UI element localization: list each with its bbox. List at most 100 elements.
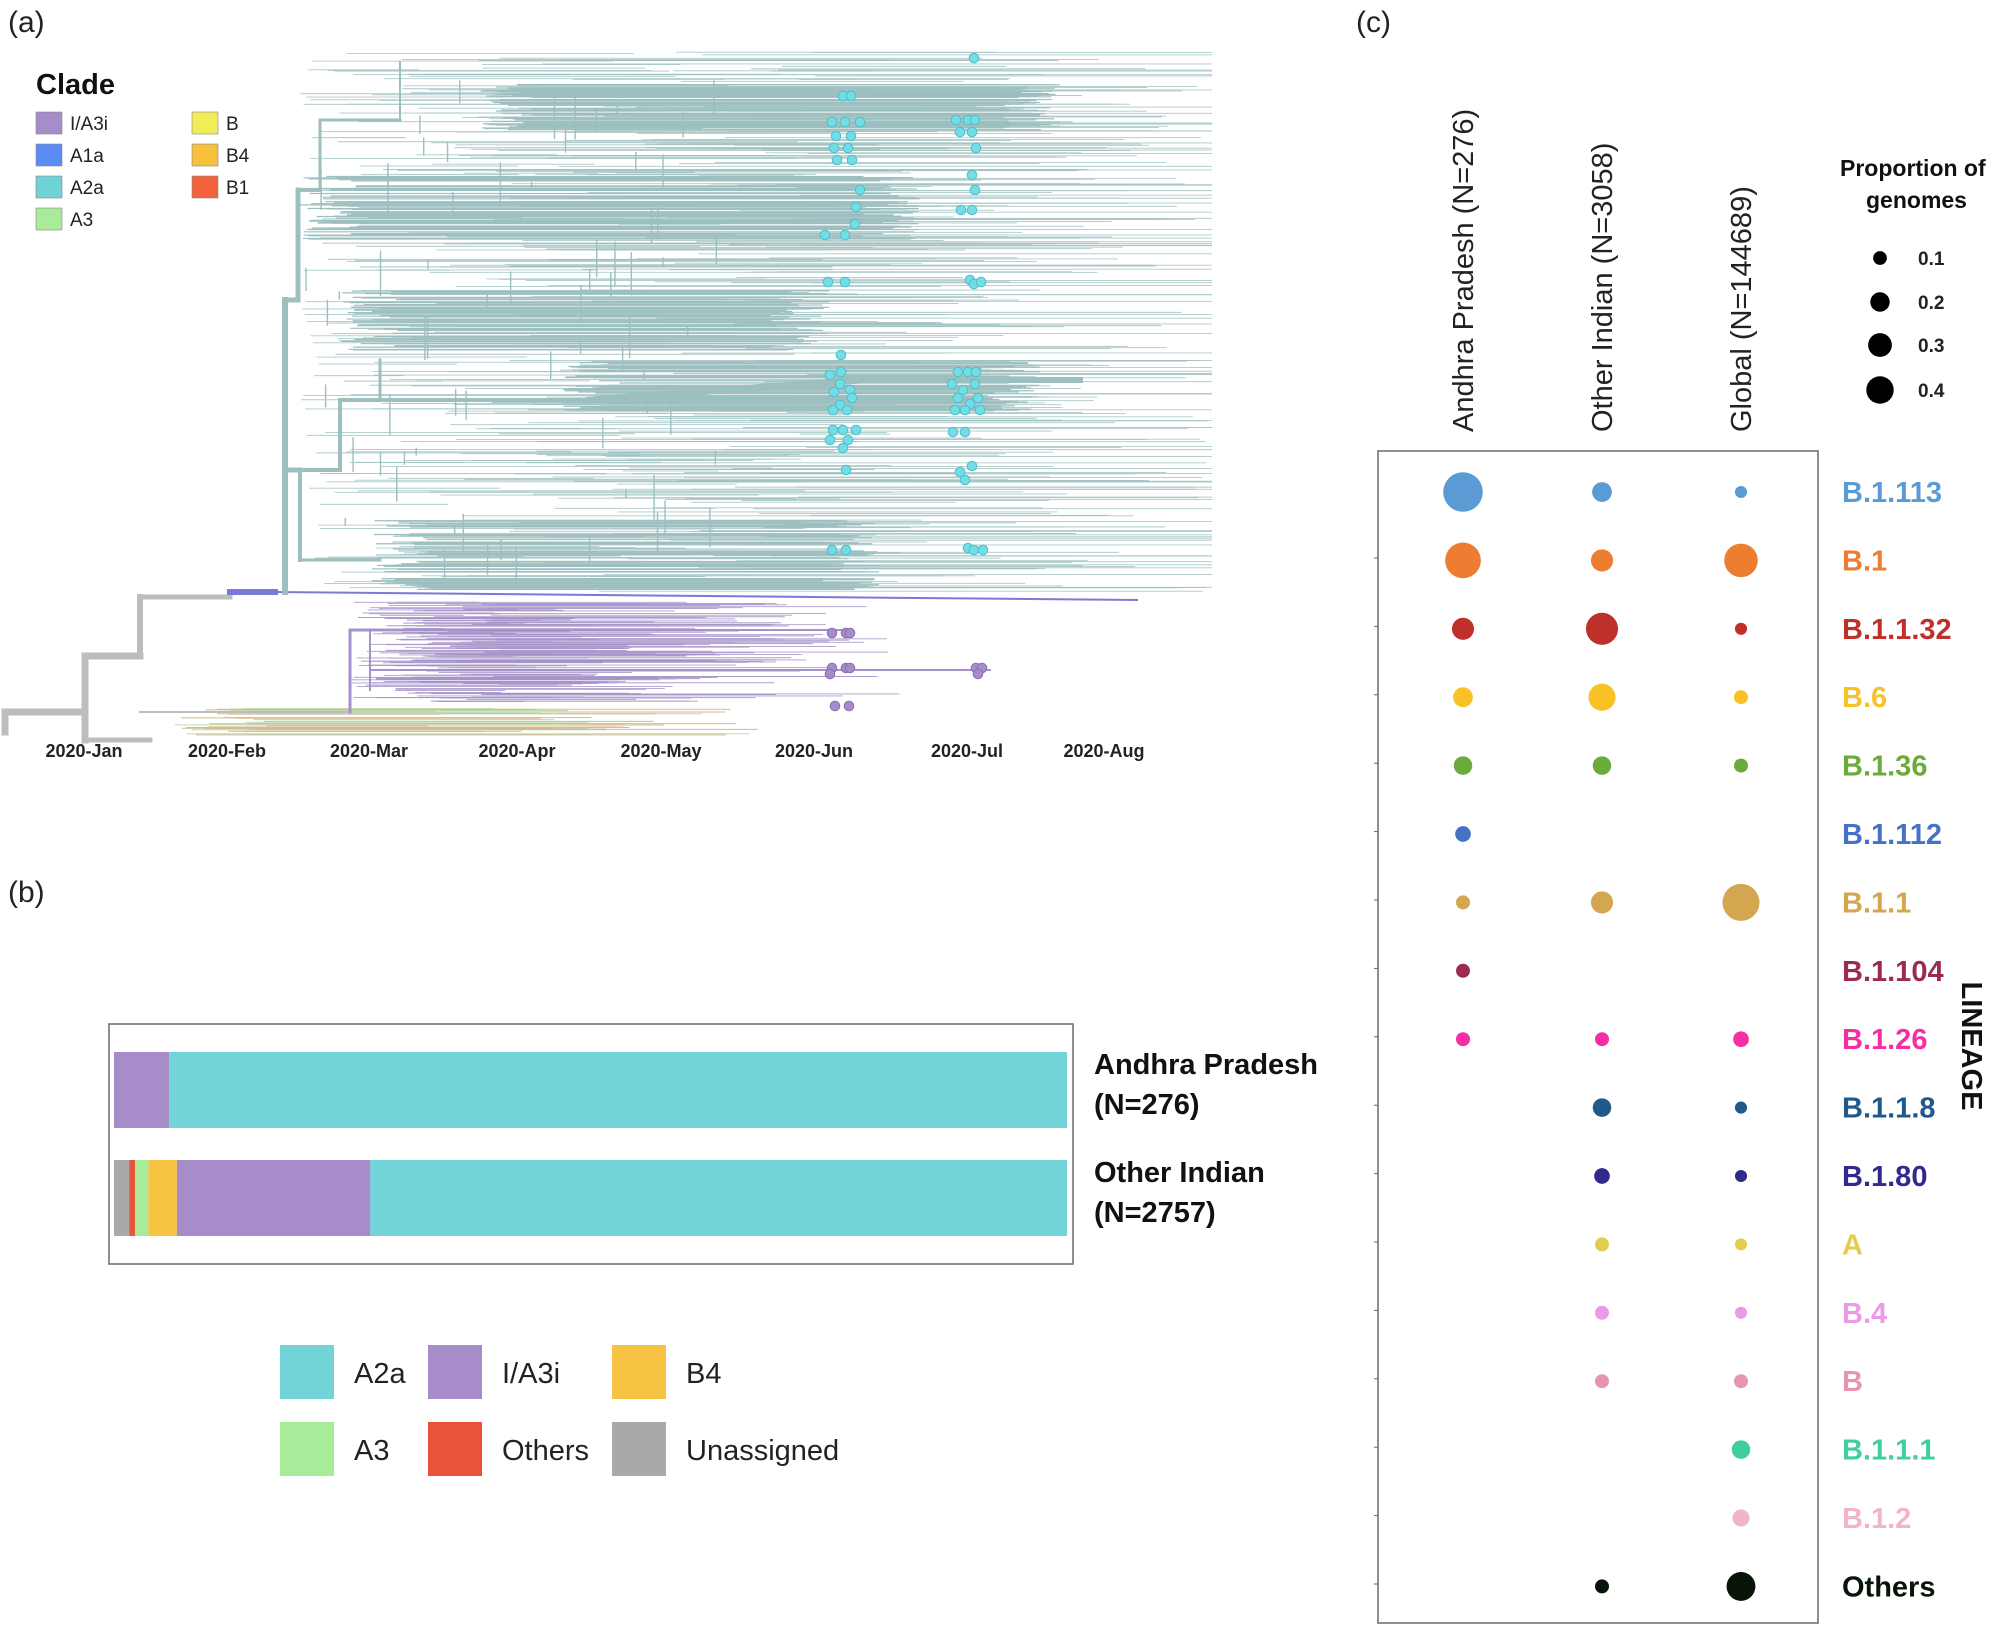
lineage-dot <box>1592 756 1612 775</box>
lineage-dot <box>1453 687 1473 708</box>
tree-tip <box>845 90 857 102</box>
clade-legend-label: A1a <box>70 146 104 167</box>
tree-tip <box>952 392 964 404</box>
lineage-dot <box>1592 1098 1612 1117</box>
lineage-dot <box>1731 1440 1751 1459</box>
tree-tip <box>826 627 838 639</box>
bar-legend-swatch <box>280 1422 334 1476</box>
clade-legend-label: I/A3i <box>70 114 108 135</box>
column-label: Global (N=144689) <box>1726 186 1758 432</box>
tree-main-branches <box>1 61 1139 744</box>
tree-tip <box>827 404 839 416</box>
clade-swatch <box>35 143 63 167</box>
lineage-dot <box>1453 756 1473 775</box>
bar-legend-swatch <box>428 1422 482 1476</box>
tree-tip <box>824 369 836 381</box>
bar-legend-label: Others <box>502 1435 589 1467</box>
month-label: 2020-Aug <box>1063 741 1144 761</box>
tree-tip <box>957 384 969 396</box>
lineage-dot <box>1451 617 1475 640</box>
tree-tip <box>959 426 971 438</box>
bar-label-count: (N=2757) <box>1094 1197 1216 1229</box>
tree-tip <box>822 276 834 288</box>
lineage-label: B.1.104 <box>1842 956 1944 988</box>
tree-tip <box>835 349 847 361</box>
tree-tip <box>949 404 961 416</box>
clade-swatch <box>35 175 63 199</box>
lineage-dot <box>1734 690 1748 705</box>
clade-swatch <box>191 111 219 135</box>
clade-swatch <box>191 175 219 199</box>
lineage-dot <box>1734 485 1748 499</box>
bar-legend-label: A2a <box>354 1358 406 1390</box>
clade-proportion-bar-chart: Andhra Pradesh (N=276) Other Indian (N=2757… <box>108 1023 1318 1476</box>
lineage-dot <box>1456 963 1470 978</box>
lineage-dot <box>1595 1032 1609 1047</box>
lineage-dot <box>1734 1306 1748 1319</box>
tree-tip <box>843 700 855 712</box>
size-legend-title: Proportion of <box>1840 155 1986 181</box>
tree-tip <box>972 392 984 404</box>
lineage-dot <box>1724 543 1758 578</box>
lineage-dot <box>1588 683 1616 711</box>
size-legend-label: 0.1 <box>1918 249 1945 270</box>
lineage-dot <box>1585 612 1619 645</box>
clade-legend-label: A2a <box>70 178 104 199</box>
tree-tip <box>837 442 849 454</box>
tree-tip <box>846 154 858 166</box>
size-legend: Proportion of genomes 0.1 0.2 0.3 0.4 <box>1840 155 1986 404</box>
bar-label-region: Other Indian <box>1094 1157 1265 1189</box>
tree-tip <box>831 154 843 166</box>
dot-matrix-dots <box>1443 472 1760 1601</box>
month-label: 2020-Apr <box>478 741 555 761</box>
lineage-label: B.1 <box>1842 545 1887 577</box>
size-legend-dot <box>1870 292 1890 312</box>
tree-tip <box>840 544 852 556</box>
tree-tip <box>834 378 846 390</box>
tree-tip <box>954 126 966 138</box>
lineage-dot <box>1595 1579 1609 1594</box>
lineage-label: B.1.2 <box>1842 1503 1911 1535</box>
lineage-dot <box>1456 895 1470 910</box>
lineage-label: B.1.26 <box>1842 1024 1927 1056</box>
timeline-axis: 2020-Jan 2020-Feb 2020-Mar 2020-Apr 2020-May… <box>45 741 1144 761</box>
tree-tip <box>966 460 978 472</box>
tree-tip <box>970 366 982 378</box>
lineage-dot <box>1734 1169 1748 1183</box>
dot-matrix-column-labels: Andhra Pradesh (N=276) Other Indian (N=30… <box>1448 109 1758 432</box>
size-legend-title: genomes <box>1866 187 1967 213</box>
stacked-bars <box>114 1052 1068 1236</box>
lineage-dot <box>1445 542 1481 579</box>
bar-legend: A2a I/A3i B4 A3 Others Unassigned <box>280 1345 839 1476</box>
tree-tip <box>966 204 978 216</box>
size-legend-dot <box>1868 333 1892 357</box>
bar-segment-a3 <box>134 1160 149 1236</box>
clade-legend: Clade I/A3i A1a A2a A3 B B4 B1 <box>35 69 250 231</box>
bar-legend-label: Unassigned <box>686 1435 839 1467</box>
tree-main-branch <box>273 590 1139 602</box>
tree-tip <box>947 426 959 438</box>
tree-tip <box>837 424 849 436</box>
lineage-dot <box>1734 1238 1748 1251</box>
clade-swatch <box>35 207 63 231</box>
tree-tip <box>828 142 840 154</box>
tree-tip <box>955 204 967 216</box>
clade-swatch <box>35 111 63 135</box>
tree-tip <box>977 544 989 556</box>
tree-tip <box>969 378 981 390</box>
tree-tip <box>839 116 851 128</box>
column-label: Andhra Pradesh (N=276) <box>1448 109 1480 432</box>
bar-legend-swatch <box>280 1345 334 1399</box>
lineage-label: B.1.1.1 <box>1842 1435 1936 1467</box>
bar-legend-label: A3 <box>354 1435 389 1467</box>
lineage-dot <box>1734 1101 1748 1114</box>
clade-legend-label: B1 <box>226 178 249 199</box>
tree-tip <box>835 366 847 378</box>
month-label: 2020-May <box>620 741 701 761</box>
clade-legend-title: Clade <box>36 69 115 101</box>
bar-label-count: (N=276) <box>1094 1089 1200 1121</box>
bar-label-region: Andhra Pradesh <box>1094 1049 1318 1081</box>
lineage-label: B.1.1 <box>1842 887 1911 919</box>
lineage-dot <box>1590 891 1614 914</box>
tree-fine-branches <box>174 51 1212 736</box>
